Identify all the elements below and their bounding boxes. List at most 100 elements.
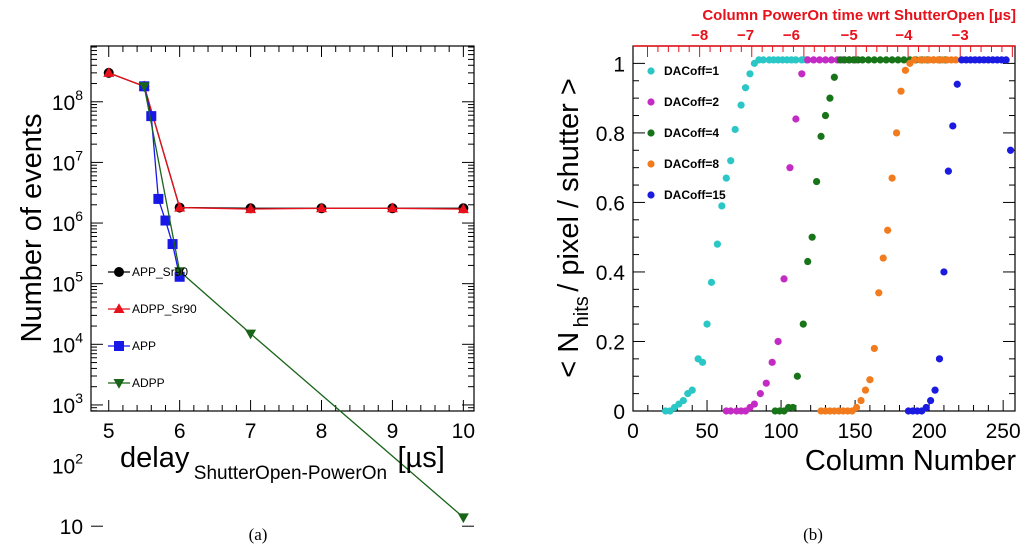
- panel-a-x-tick-label: 5: [103, 420, 115, 443]
- panel-a-series-app-sr90: [103, 67, 469, 214]
- panel-a-y-tick-label: 108: [52, 87, 83, 115]
- panel-a-data-point: [153, 193, 164, 204]
- panel-b-data-point: [792, 115, 800, 123]
- panel-a-data-point: [138, 82, 150, 93]
- panel-b-data-point: [756, 390, 764, 398]
- panel-b-data-point: [944, 167, 952, 175]
- panel-b-legend-label: DACoff=2: [664, 95, 719, 109]
- panel-a-data-point: [386, 202, 398, 213]
- panel-b-data-point: [688, 386, 696, 394]
- panel-b-data-point: [827, 56, 836, 64]
- panel-b-legend-entry: DACoff=4: [647, 126, 719, 140]
- panel-a-x-tick-label: 8: [316, 420, 328, 443]
- panel-a-y-tick-exponent: 3: [75, 390, 83, 406]
- panel-b-data-point: [798, 70, 806, 78]
- panel-a-y-tick-base: 10: [52, 334, 75, 357]
- panel-b-data-point: [940, 268, 948, 276]
- panel-b-data-point: [746, 70, 754, 78]
- panel-b-data-point: [864, 56, 873, 64]
- panel-b-data-point: [718, 202, 726, 210]
- panel-b-legend-marker: [647, 98, 655, 106]
- panel-b-data-point: [804, 56, 812, 64]
- panel-b-data-point: [900, 56, 908, 64]
- panel-b-legend-marker: [647, 129, 655, 137]
- panel-b-top-tick-label: −7: [737, 27, 754, 44]
- panel-b-data-point: [707, 278, 716, 286]
- panel-a-y-tick-exponent: 2: [75, 451, 83, 467]
- panel-a-y-axis-title: Number of events: [16, 114, 48, 343]
- panel-b-y-axis-title-subscript: hits: [571, 296, 593, 327]
- panel-a-y-tick-label: 106: [52, 208, 83, 236]
- panel-a-y-tick-label: 102: [52, 451, 83, 479]
- panel-b-x-tick-label: 250: [986, 420, 1021, 443]
- panel-a-x-axis-title: delay ShutterOpen-PowerOn [µs]: [120, 442, 445, 484]
- panel-b-series-dacoff-1: [661, 56, 810, 415]
- panel-b-x-tick-label: 100: [764, 420, 799, 443]
- panel-b-data-point: [949, 122, 957, 130]
- panel-b-x-axis-title: Column Number: [805, 445, 1016, 477]
- panel-b-data-point: [703, 320, 711, 328]
- panel-a-data-point: [103, 67, 115, 77]
- panel-b-data-point: [731, 125, 739, 134]
- panel-b-data-point: [821, 56, 830, 64]
- panel-a-legend-label: APP: [132, 339, 156, 353]
- panel-a-data-point: [174, 201, 186, 212]
- panel-b-data-point: [876, 56, 884, 64]
- panel-b-data-point: [910, 56, 918, 64]
- panel-b-data-point: [821, 111, 830, 120]
- panel-b-y-tick-label: 0.4: [596, 262, 626, 285]
- panel-a-x-tick-label: 6: [174, 420, 186, 443]
- panel-a-legend-label: ADPP_Sr90: [132, 302, 197, 316]
- panel-b-legend-entry: DACoff=1: [647, 64, 719, 78]
- panel-a-x-tick-label: 9: [387, 420, 399, 443]
- panel-a-legend-marker: [114, 267, 124, 277]
- panel-a-legend-entry: ADPP: [108, 376, 165, 390]
- panel-b-data-point: [799, 320, 807, 328]
- panel-a-data-point: [174, 267, 186, 278]
- panel-b-data-point: [952, 56, 960, 64]
- panel-a-legend-entry: APP_Sr90: [108, 265, 188, 279]
- panel-b-y-tick-label: 1: [613, 53, 625, 76]
- panel-a-y-tick-exponent: 6: [75, 208, 83, 224]
- panel-b-y-tick-label: 0.2: [596, 331, 625, 354]
- panel-b-data-point: [931, 386, 939, 394]
- panel-b-x-tick-label: 0: [627, 420, 639, 443]
- panel-a-legend-entry: APP: [108, 339, 156, 353]
- panel-b-legend-entry: DACoff=8: [647, 157, 719, 171]
- panel-a-y-tick-base: 10: [52, 274, 75, 297]
- panel-b-series-dacoff-4: [771, 56, 950, 415]
- panel-a-legend-marker: [113, 303, 125, 313]
- panel-b-series-dacoff-15: [904, 56, 1015, 415]
- panel-b-legend-label: DACoff=8: [664, 157, 719, 171]
- panel-a-y-tick-exponent: 5: [75, 269, 83, 285]
- panel-a-y-tick-base: 10: [52, 395, 75, 418]
- panel-b-data-point: [879, 254, 887, 262]
- panel-b-legend-entry: DACoff=2: [647, 95, 719, 109]
- panel-b-legend-label: DACoff=4: [664, 126, 719, 140]
- panel-b-data-point: [858, 56, 867, 64]
- panel-a-series-adpp: [138, 82, 469, 524]
- panel-a-y-tick-exponent: 8: [75, 87, 83, 103]
- panel-a-y-tick-label: 104: [52, 329, 83, 357]
- panel-b-y-tick-label: 0: [613, 401, 625, 424]
- panel-b-data-point: [768, 358, 776, 366]
- panel-a-y-tick-label: 103: [52, 390, 83, 418]
- panel-b-data-point: [786, 164, 794, 172]
- panel-a-data-point: [457, 203, 469, 214]
- panel-b-data-point: [810, 56, 818, 64]
- panel-a-data-point: [316, 202, 328, 213]
- panel-b-y-axis-title-main: < N: [553, 332, 585, 378]
- panel-b-data-point: [789, 403, 797, 412]
- panel-a-x-axis-title-main: delay: [120, 442, 190, 474]
- panel-a-data-point: [146, 111, 157, 122]
- panel-b-data-point: [759, 56, 767, 64]
- panel-a-data-point: [160, 215, 171, 226]
- panel-b-top-tick-label: −3: [952, 27, 969, 44]
- panel-a-x-axis-title-subscript: ShutterOpen-PowerOn: [194, 463, 387, 484]
- panel-b-x-tick-label: 200: [912, 420, 947, 443]
- panel-b-x-tick-label: 150: [838, 420, 873, 443]
- panel-a-data-point: [167, 239, 178, 250]
- panel-a-y-tick-exponent: 4: [75, 329, 83, 345]
- panel-b-data-point: [737, 101, 745, 109]
